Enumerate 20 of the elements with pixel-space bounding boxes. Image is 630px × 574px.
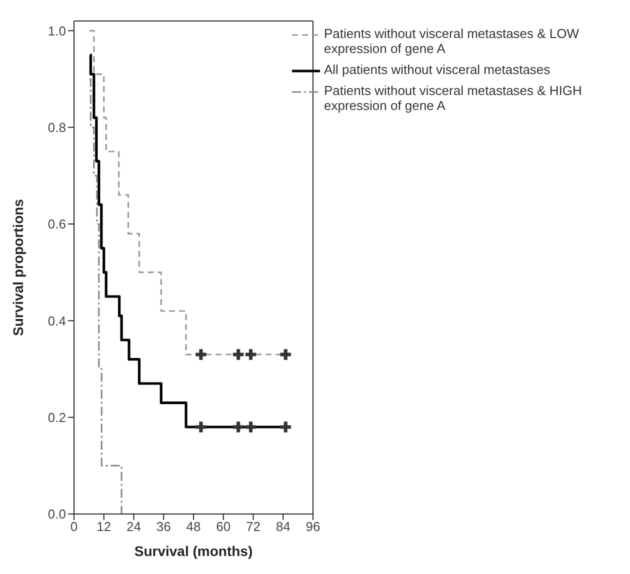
x-tick-label: 48 bbox=[186, 519, 201, 534]
x-tick-label: 84 bbox=[276, 519, 290, 534]
y-axis-title: Survival proportions bbox=[10, 198, 26, 336]
x-tick-label: 24 bbox=[126, 519, 141, 534]
legend-label: All patients without visceral metastases bbox=[324, 62, 550, 77]
y-tick-label: 0.8 bbox=[48, 120, 66, 135]
x-tick-label: 72 bbox=[246, 519, 260, 534]
x-tick-label: 12 bbox=[96, 519, 112, 534]
y-tick-label: 1.0 bbox=[48, 23, 66, 38]
y-tick-label: 0.6 bbox=[48, 216, 66, 232]
y-tick-label: 0.2 bbox=[48, 410, 66, 425]
y-tick-label: 0.0 bbox=[48, 506, 66, 522]
legend-label: Patients without visceral metastases & HIGH expression of gene A bbox=[324, 83, 583, 113]
x-axis-title: Survival (months) bbox=[134, 543, 253, 559]
x-tick-label: 96 bbox=[306, 519, 320, 534]
x-tick-label: 0 bbox=[70, 519, 78, 534]
x-tick-label: 36 bbox=[156, 519, 171, 534]
y-tick-label: 0.4 bbox=[48, 313, 66, 328]
legend-label: Patients without visceral metastases & LOW expression of gene A bbox=[324, 26, 580, 56]
x-tick-label: 60 bbox=[216, 519, 231, 534]
